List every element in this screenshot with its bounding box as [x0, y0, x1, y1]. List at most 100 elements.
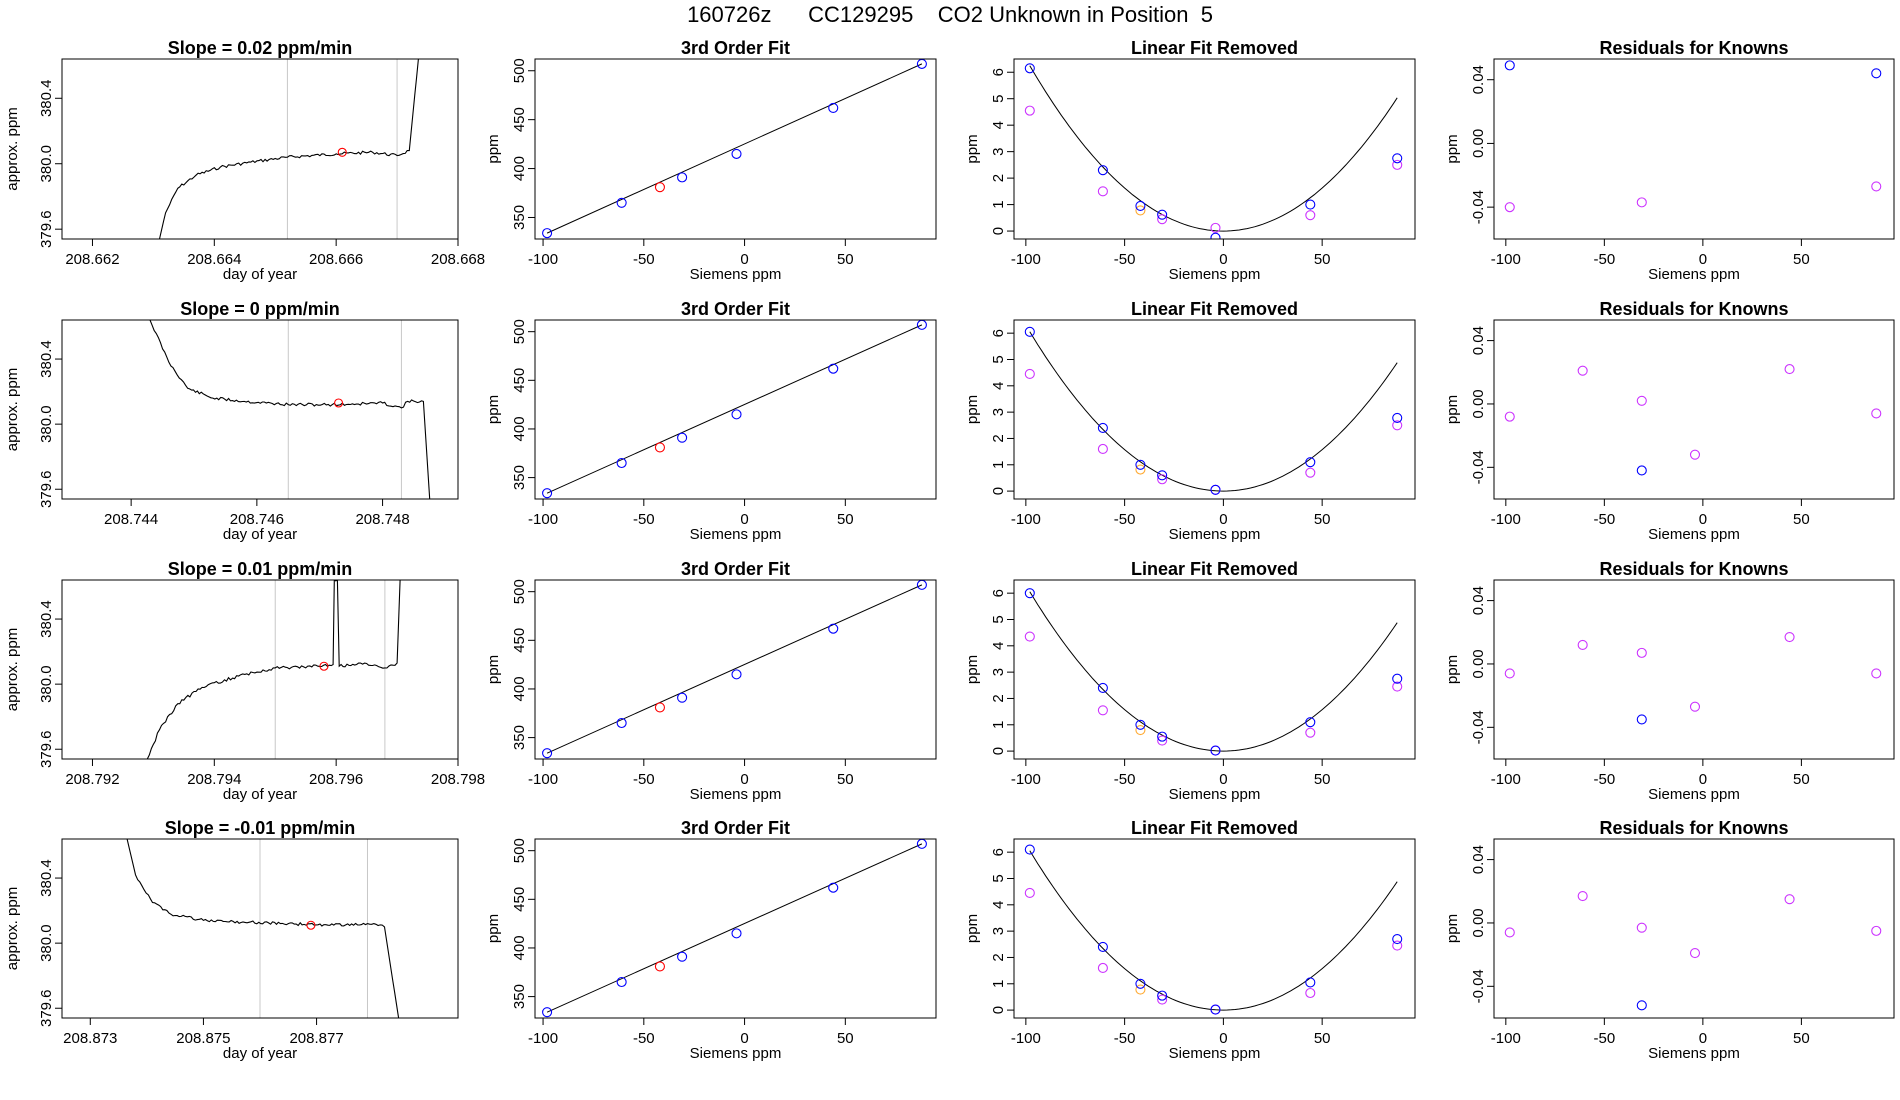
y-axis-label: approx. ppm — [4, 368, 21, 451]
plot-frame — [1013, 319, 1416, 500]
x-tick-label: 208.875 — [176, 1030, 230, 1047]
y-tick-label: 380.0 — [38, 405, 55, 443]
plot-area — [126, 839, 400, 1018]
known-point — [1097, 941, 1108, 952]
known-point — [1024, 588, 1035, 599]
residual-point — [1097, 443, 1108, 455]
chart-panel-r4c4: Residuals for Knowns -100 -50 0 50 Siemens pp… — [1444, 818, 1895, 1062]
known-point — [731, 928, 742, 939]
y-tick-label: 350 — [511, 205, 528, 230]
residual-point — [1689, 449, 1701, 460]
page-title: 160726z CC129295 CO2 Unknown in Position… — [687, 2, 1213, 27]
chart-title: Residuals for Knowns — [1599, 299, 1788, 319]
y-tick-label: 0 — [990, 747, 1007, 755]
y-tick-label: 5 — [990, 95, 1007, 103]
concentration-trace — [149, 320, 431, 499]
x-tick-label: 50 — [837, 511, 854, 528]
known-point — [542, 748, 553, 759]
residual-point — [1871, 181, 1882, 192]
known-point — [1024, 326, 1035, 337]
x-axis-label: Siemens ppm — [690, 786, 782, 803]
chart-title: Residuals for Knowns — [1599, 818, 1788, 838]
plot-area — [1024, 588, 1403, 756]
chart-title: 3rd Order Fit — [681, 818, 790, 838]
x-tick-label: -100 — [528, 1030, 558, 1047]
y-axis-label: approx. ppm — [4, 628, 21, 711]
y-tick-label: 380.0 — [38, 145, 55, 183]
residual-point — [1784, 364, 1795, 375]
y-tick-label: 379.6 — [38, 470, 55, 508]
y-tick-label: 4 — [990, 642, 1007, 650]
residual-point — [1871, 668, 1882, 679]
plot-area — [158, 59, 419, 239]
x-axis-label: Siemens ppm — [690, 526, 782, 543]
x-tick-label: -50 — [1114, 1030, 1136, 1047]
chart-panel-r1c4: Residuals for Knowns -100 -50 0 50 Siemens pp… — [1444, 38, 1895, 283]
y-tick-label: 3 — [990, 147, 1007, 155]
plot-frame — [61, 838, 459, 1019]
x-tick-label: 50 — [1314, 511, 1331, 528]
residual-point — [1871, 408, 1882, 419]
plot-frame — [1013, 58, 1416, 240]
chart-panel-r2c4: Residuals for Knowns -100 -50 0 50 Siemens pp… — [1444, 299, 1895, 543]
known-point — [616, 717, 627, 729]
x-tick-label: 208.746 — [230, 511, 284, 528]
known-point — [1636, 714, 1647, 725]
fit-line — [546, 324, 923, 494]
known-point — [616, 976, 627, 988]
chart-title: 3rd Order Fit — [681, 299, 790, 319]
residual-point — [1157, 994, 1168, 1005]
x-tick-label: -100 — [1011, 1030, 1041, 1047]
plot-frame — [1013, 838, 1416, 1019]
y-tick-label: 3 — [990, 668, 1007, 676]
plot-area — [149, 320, 431, 499]
x-axis-label: day of year — [223, 1045, 297, 1062]
y-tick-label: 3 — [990, 927, 1007, 935]
y-axis-label: ppm — [485, 134, 502, 163]
x-tick-label: 50 — [1793, 511, 1810, 528]
x-tick-label: -100 — [1011, 251, 1041, 268]
fit-line — [546, 63, 923, 234]
x-tick-label: -100 — [528, 511, 558, 528]
residual-point — [1097, 962, 1108, 974]
residual-point — [1636, 395, 1647, 406]
known-point — [1210, 232, 1221, 239]
residual-point — [1305, 210, 1316, 221]
known-point — [1305, 977, 1316, 988]
y-tick-label: 500 — [511, 838, 528, 863]
y-tick-label: 350 — [511, 984, 528, 1009]
plot-frame — [1493, 319, 1895, 500]
y-tick-label: 380.4 — [38, 600, 55, 638]
x-axis-label: Siemens ppm — [1169, 526, 1261, 543]
y-tick-label: 5 — [990, 355, 1007, 363]
known-point — [616, 197, 627, 208]
residual-point — [1784, 894, 1795, 905]
x-tick-label: 208.668 — [431, 251, 485, 268]
x-tick-label: 208.748 — [355, 511, 409, 528]
y-tick-label: 1 — [990, 200, 1007, 208]
y-tick-label: -0.04 — [1470, 710, 1487, 744]
concentration-trace — [146, 580, 401, 759]
residual-point — [1024, 887, 1035, 899]
x-tick-label: 208.744 — [104, 511, 158, 528]
x-tick-label: -50 — [1594, 771, 1616, 788]
y-tick-label: 379.6 — [38, 210, 55, 248]
average-point-marker — [337, 147, 347, 157]
y-tick-label: 0 — [990, 1006, 1007, 1014]
x-tick-label: 50 — [837, 771, 854, 788]
plot-frame — [1493, 58, 1895, 240]
residual-point — [1504, 202, 1515, 213]
y-tick-label: 380.4 — [38, 340, 55, 378]
chart-panel-r3c2: 3rd Order Fit -100 -50 0 50 Siemens ppm 350 400… — [485, 559, 937, 803]
y-tick-label: 0.04 — [1470, 586, 1487, 615]
plot-frame — [61, 319, 459, 500]
plot-frame — [534, 579, 937, 760]
x-tick-label: 208.662 — [65, 251, 119, 268]
residual-point — [1024, 631, 1035, 642]
y-tick-label: 2 — [990, 434, 1007, 442]
x-axis-label: Siemens ppm — [1648, 526, 1740, 543]
x-tick-label: 50 — [1793, 1030, 1810, 1047]
x-tick-label: 208.796 — [309, 771, 363, 788]
chart-panel-r3c1: Slope = 0.01 ppm/min 208.792 208.794 208.79… — [4, 559, 485, 803]
